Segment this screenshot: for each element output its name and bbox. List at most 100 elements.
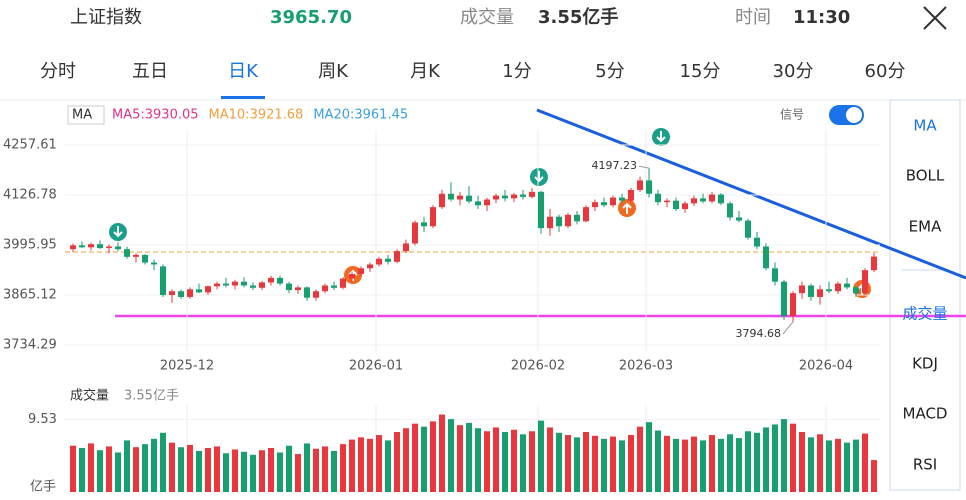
candle-body [232, 281, 238, 286]
volume-bar [196, 451, 202, 492]
volume-bar [367, 438, 373, 492]
candle-body [286, 283, 292, 291]
volume-bar [718, 438, 724, 492]
y-tick-label: 4257.61 [3, 138, 57, 153]
tab[interactable]: 五日 [132, 61, 168, 82]
volume-bar [736, 438, 742, 492]
candle-body [259, 282, 265, 288]
candle-body [763, 246, 769, 269]
volume-bar [142, 444, 148, 492]
volume-bar [538, 420, 544, 492]
volume-bar [430, 421, 436, 492]
volume-bar [340, 444, 346, 492]
candle-body [349, 274, 355, 279]
volume-bar [358, 437, 364, 492]
side-menu-item[interactable]: EMA [909, 218, 942, 236]
candle-body [142, 254, 148, 263]
candle-body [871, 256, 877, 271]
volume-bar [313, 448, 319, 492]
volume-bar [610, 436, 616, 492]
volume-bar [385, 440, 391, 492]
candle-body [106, 246, 112, 249]
candle-body [484, 199, 490, 206]
tab[interactable]: 分时 [40, 61, 76, 82]
candle-body [178, 291, 184, 297]
trend-line [536, 108, 966, 280]
volume-bar [727, 434, 733, 492]
candle-body [601, 202, 607, 206]
tab-underline [221, 96, 265, 99]
candle-body [70, 245, 76, 250]
volume-bar [871, 460, 877, 492]
volume-bar [574, 437, 580, 492]
tab[interactable]: 周K [318, 61, 349, 82]
side-menu-item[interactable]: MACD [903, 405, 948, 423]
ma-box [67, 105, 105, 125]
side-menu-item[interactable]: KDJ [912, 355, 938, 373]
annotation-leader [638, 165, 650, 169]
volume-bar [646, 422, 652, 492]
x-tick-label: 2026-01 [349, 359, 403, 374]
tab[interactable]: 5分 [595, 61, 624, 82]
tab[interactable]: 日K [228, 61, 259, 82]
volume-unit: 亿手 [30, 480, 56, 495]
candle-body [781, 281, 787, 317]
volume-bar [835, 438, 841, 492]
candle-body [853, 287, 859, 294]
x-tick-label: 2025-12 [160, 359, 214, 374]
candle-body [331, 285, 337, 288]
volume-bar [655, 430, 661, 492]
volume-bar [124, 440, 130, 492]
y-tick-label: 3734.29 [3, 338, 57, 353]
candle-body [844, 283, 850, 288]
volume-bar [628, 435, 634, 492]
volume-bar [268, 447, 274, 492]
side-menu-item[interactable]: RSI [913, 456, 937, 474]
signal-toggle[interactable] [829, 105, 864, 125]
tab[interactable]: 60分 [865, 61, 906, 82]
candle-body [79, 245, 85, 248]
candle-body [250, 285, 256, 288]
volume-bar [673, 438, 679, 492]
candle-body [304, 287, 310, 298]
candle-body [358, 268, 364, 275]
candle-body [691, 198, 697, 204]
volume-title: 成交量 [70, 388, 109, 404]
volume-tick-label: 9.53 [28, 412, 57, 427]
candle-body [421, 222, 427, 227]
candle-body [214, 283, 220, 287]
volume-bar [151, 438, 157, 492]
candle-body [466, 195, 472, 202]
tab[interactable]: 1分 [502, 61, 531, 82]
volume-bar [790, 423, 796, 492]
volume-bar [214, 446, 220, 492]
y-tick-label: 4126.78 [3, 188, 57, 203]
volume-bar [421, 426, 427, 492]
candle-body [529, 191, 535, 197]
volume-bar [286, 445, 292, 492]
side-menu-item[interactable]: MA [913, 117, 937, 135]
candle-body [223, 283, 229, 286]
volume-bar [700, 440, 706, 492]
close-button[interactable] [923, 6, 947, 30]
volume-bar [709, 435, 715, 492]
candle-body [394, 251, 400, 262]
candle-body [376, 258, 382, 265]
volume-bar [763, 427, 769, 492]
tab[interactable]: 30分 [773, 61, 814, 82]
volume-bar [394, 432, 400, 492]
candle-body [493, 195, 499, 200]
side-menu-item[interactable]: 成交量 [902, 305, 947, 323]
volume-bar [502, 432, 508, 492]
volume-bar [79, 447, 85, 492]
volume-bar [853, 439, 859, 492]
tab[interactable]: 月K [410, 61, 441, 82]
candle-body [709, 194, 715, 202]
candle-body [124, 249, 130, 257]
side-menu-item[interactable]: BOLL [906, 167, 945, 185]
tab[interactable]: 15分 [680, 61, 721, 82]
volume-bar [745, 431, 751, 492]
volume-bar [493, 427, 499, 492]
candle-body [664, 200, 670, 203]
candle-body [88, 244, 94, 248]
